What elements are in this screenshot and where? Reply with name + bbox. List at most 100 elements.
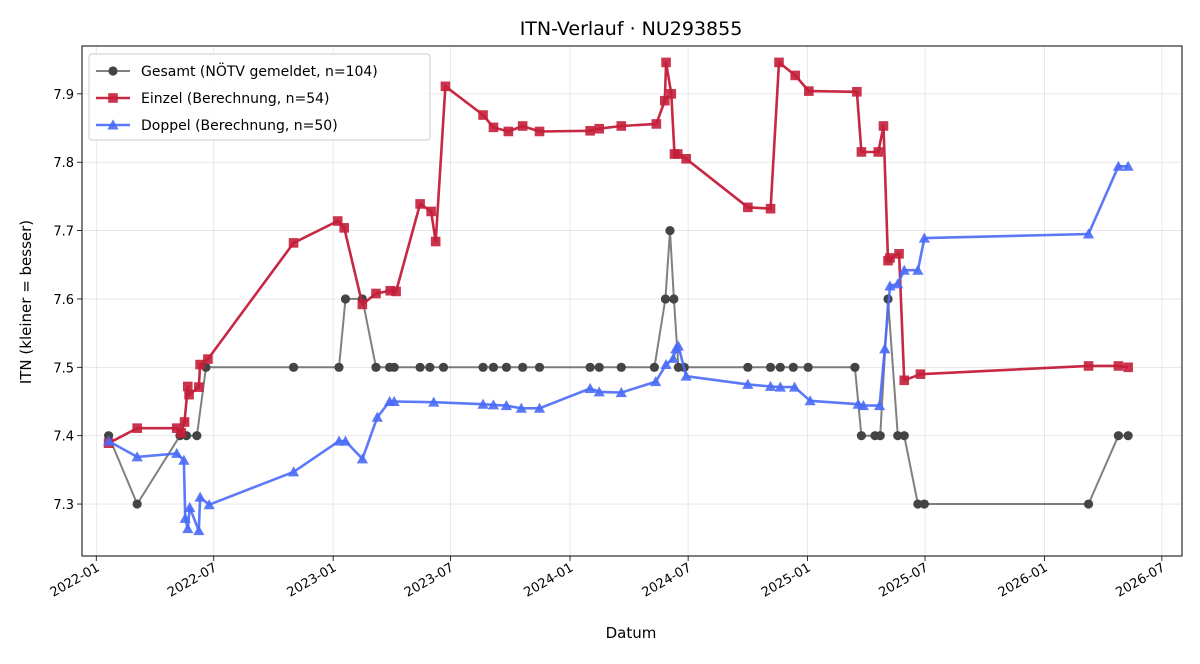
data-point	[534, 362, 545, 372]
data-point	[919, 499, 929, 509]
data-point	[594, 123, 605, 134]
data-point	[667, 352, 679, 363]
data-point	[194, 491, 206, 502]
x-tick-label: 2025-07	[876, 560, 931, 600]
data-point	[856, 431, 867, 441]
data-point	[765, 362, 776, 372]
data-point	[803, 362, 813, 372]
x-axis-label: Datum	[606, 624, 657, 642]
series-group	[103, 57, 1134, 536]
y-tick-label: 7.9	[53, 88, 74, 103]
data-point	[488, 122, 499, 133]
data-point	[332, 216, 343, 226]
data-point	[742, 378, 754, 389]
data-point	[788, 362, 798, 372]
x-tick-label: 2023-07	[402, 560, 457, 600]
data-point	[680, 370, 692, 381]
data-point	[501, 362, 512, 372]
data-point	[1122, 160, 1134, 171]
data-point	[584, 382, 596, 393]
data-point	[1082, 228, 1095, 239]
y-tick-label: 7.8	[53, 156, 74, 171]
series-einzel	[103, 57, 1133, 448]
data-point	[182, 381, 193, 392]
data-point	[893, 431, 903, 441]
data-point	[743, 362, 753, 372]
legend: Gesamt (NÖTV gemeldet, n=104) Einzel (Ber…	[88, 53, 431, 141]
data-point	[659, 95, 670, 106]
data-point	[533, 402, 546, 413]
data-point	[857, 399, 869, 411]
data-point	[850, 362, 860, 372]
data-point	[287, 466, 300, 477]
data-point	[385, 285, 396, 296]
data-point	[660, 358, 672, 370]
data-point	[912, 264, 924, 275]
data-point	[371, 288, 381, 299]
x-tick-label: 2026-07	[1113, 560, 1168, 600]
data-point	[915, 369, 926, 379]
data-point	[913, 499, 923, 509]
data-point	[203, 354, 213, 364]
data-point	[878, 121, 889, 131]
x-tick-label: 2024-01	[521, 560, 576, 600]
data-point	[669, 294, 679, 304]
data-point	[388, 395, 400, 406]
data-point	[176, 428, 187, 438]
legend-frame	[88, 53, 431, 141]
data-point	[389, 362, 399, 372]
data-point	[593, 386, 605, 397]
data-point	[660, 294, 671, 304]
data-point	[477, 398, 489, 409]
data-point	[681, 154, 691, 164]
data-point	[774, 57, 784, 68]
x-tick-label: 2023-01	[285, 560, 340, 600]
data-point	[515, 402, 527, 413]
data-point	[500, 399, 513, 411]
data-point	[616, 121, 627, 131]
data-point	[743, 202, 753, 213]
data-point	[430, 236, 441, 247]
data-point	[856, 147, 867, 157]
data-point	[339, 435, 352, 446]
data-point	[788, 381, 801, 392]
legend-marker	[108, 66, 118, 76]
legend-marker	[108, 93, 118, 103]
data-point	[425, 362, 435, 372]
data-point	[438, 362, 449, 372]
data-point	[873, 147, 884, 157]
x-tick-label: 2024-07	[640, 560, 695, 600]
data-point	[666, 89, 677, 99]
series-doppel	[103, 160, 1134, 536]
data-point	[103, 435, 115, 446]
x-tick-label: 2025-01	[759, 560, 814, 600]
data-point	[1112, 160, 1125, 171]
data-point	[132, 499, 142, 509]
data-point	[899, 375, 910, 386]
data-point	[875, 431, 885, 441]
data-point	[131, 451, 143, 462]
data-point	[892, 278, 904, 289]
data-point	[415, 199, 425, 209]
data-point	[649, 362, 659, 372]
data-point	[195, 359, 205, 370]
data-point	[182, 523, 194, 534]
data-point	[765, 203, 776, 214]
data-point	[1113, 431, 1124, 441]
data-point	[594, 362, 604, 372]
data-point	[790, 70, 801, 81]
data-point	[194, 382, 204, 392]
data-point	[428, 396, 440, 407]
data-point	[440, 81, 451, 92]
data-point	[132, 423, 142, 433]
data-point	[585, 362, 595, 372]
data-point	[534, 126, 545, 137]
data-point	[192, 431, 202, 441]
data-point	[804, 86, 814, 96]
legend-label: Doppel (Berechnung, n=50)	[141, 118, 338, 134]
data-point	[179, 417, 190, 427]
y-axis-label: ITN (kleiner = besser)	[17, 220, 35, 384]
data-point	[1113, 361, 1124, 371]
data-point	[426, 206, 436, 217]
